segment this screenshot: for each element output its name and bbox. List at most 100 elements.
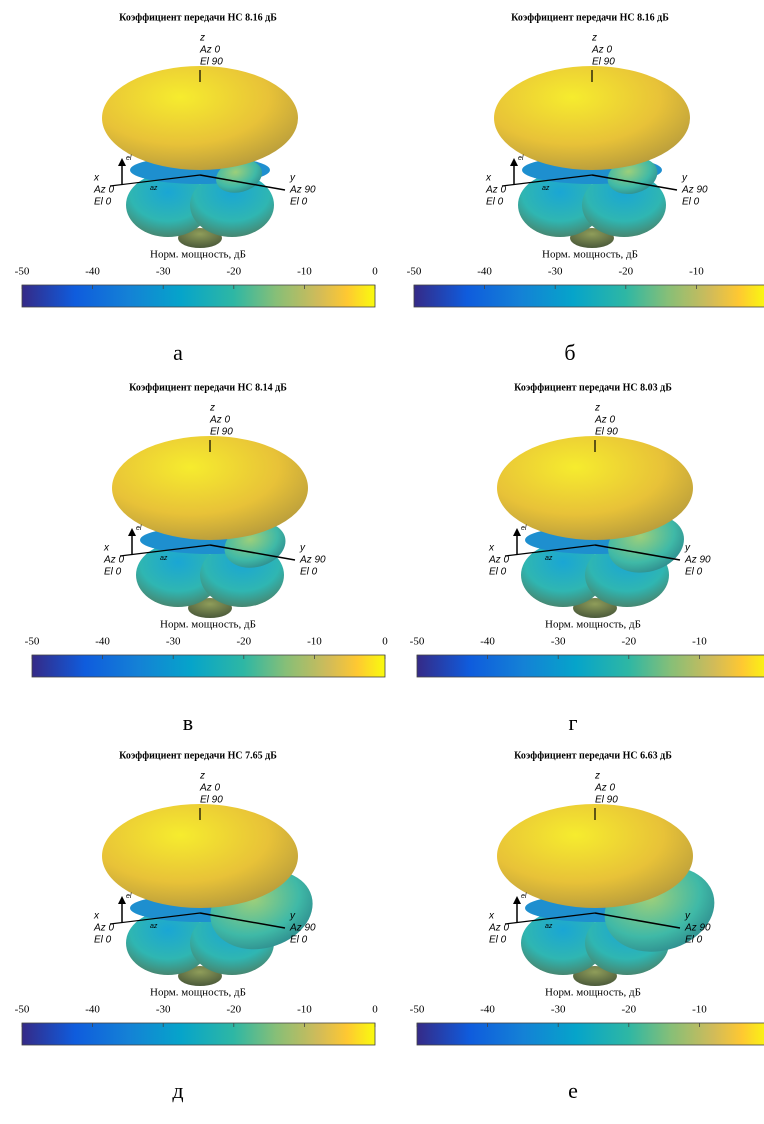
- x-axis: [501, 174, 593, 187]
- colorbar-tick-label: -10: [297, 266, 312, 278]
- colorbar-tick-label: -30: [156, 1004, 171, 1016]
- x-axis-label: x: [488, 543, 495, 554]
- pattern-base: [188, 598, 232, 618]
- z-axis-label: z: [594, 771, 600, 782]
- x-axis-label: x: [93, 173, 100, 184]
- y-axis-label: El 0: [290, 197, 308, 208]
- pattern-main-lobe: [102, 804, 298, 908]
- axis-mark: el: [126, 893, 132, 900]
- colorbar-tick-label: -20: [621, 636, 636, 648]
- el-arrow-head: [510, 158, 518, 166]
- panel-caption: в: [183, 710, 193, 735]
- z-axis-label: Az 0: [594, 783, 615, 794]
- y-axis-label: y: [299, 543, 306, 554]
- pattern-lower-lobe: [518, 173, 602, 237]
- colorbar-tick-label: -40: [480, 636, 495, 648]
- z-axis-label: z: [594, 403, 600, 414]
- y-axis-label: y: [289, 173, 296, 184]
- colorbar-label: Норм. мощность, дБ: [150, 249, 246, 261]
- panel-title: Коэффициент передачи НС 8.16 дБ: [511, 12, 669, 23]
- y-axis: [199, 912, 286, 929]
- axis-mark: el: [518, 155, 524, 162]
- x-axis-label: El 0: [104, 567, 122, 578]
- colorbar-tick-label: -20: [621, 1004, 636, 1016]
- x-axis: [109, 174, 201, 187]
- colorbar-tick-label: 0: [372, 266, 378, 278]
- axis-mark: az: [545, 923, 553, 930]
- colorbar-tick-label: -40: [85, 266, 100, 278]
- x-axis: [504, 544, 596, 557]
- pattern-lower-lobe: [126, 911, 210, 975]
- colorbar: [416, 654, 764, 678]
- colorbar-tick-label: -10: [692, 1004, 707, 1016]
- colorbar-tick-label: -10: [297, 1004, 312, 1016]
- colorbar-label: Норм. мощность, дБ: [545, 619, 641, 631]
- colorbar-tick-label: -40: [480, 1004, 495, 1016]
- pattern-main-lobe: [494, 66, 690, 170]
- x-axis-label: El 0: [489, 567, 507, 578]
- z-axis-label: El 90: [595, 795, 618, 806]
- y-axis-label: Az 90: [681, 185, 708, 196]
- axis-mark: az: [150, 185, 158, 192]
- axis-mark: az: [545, 555, 553, 562]
- panel-title: Коэффициент передачи НС 8.03 дБ: [514, 382, 672, 393]
- colorbar-tick-label: -20: [226, 1004, 241, 1016]
- pattern-lower-lobe: [190, 173, 274, 237]
- y-axis-label: Az 90: [684, 923, 711, 934]
- panel-caption: г: [568, 710, 577, 735]
- pattern-main-lobe: [497, 804, 693, 908]
- y-axis: [199, 174, 286, 191]
- x-axis-label: Az 0: [485, 185, 506, 196]
- x-axis-label: Az 0: [488, 923, 509, 934]
- pattern-lower-lobe: [521, 543, 605, 607]
- y-axis-label: El 0: [685, 935, 703, 946]
- y-axis-label: El 0: [682, 197, 700, 208]
- y-axis-label: Az 90: [684, 555, 711, 566]
- pattern-base: [573, 966, 617, 986]
- el-arrow-head: [513, 896, 521, 904]
- y-axis-label: El 0: [300, 567, 318, 578]
- colorbar-tick-label: 0: [382, 636, 388, 648]
- axis-mark: az: [160, 555, 168, 562]
- y-axis: [594, 912, 681, 929]
- y-axis: [591, 174, 678, 191]
- z-axis-label: El 90: [210, 427, 233, 438]
- z-axis-label: Az 0: [591, 45, 612, 56]
- el-arrow-head: [118, 158, 126, 166]
- colorbar-tick-label: -30: [551, 636, 566, 648]
- axis-mark: el: [136, 525, 142, 532]
- pattern-main-lobe: [497, 436, 693, 540]
- colorbar-tick-label: -50: [15, 1004, 30, 1016]
- pattern-lower-lobe: [521, 911, 605, 975]
- colorbar-tick-label: -20: [236, 636, 251, 648]
- panel-title: Коэффициент передачи НС 6.63 дБ: [514, 750, 672, 761]
- colorbar-tick-label: -10: [689, 266, 704, 278]
- axis-mark: el: [521, 893, 527, 900]
- x-axis-label: El 0: [489, 935, 507, 946]
- y-axis-label: Az 90: [289, 923, 316, 934]
- y-axis-label: y: [289, 911, 296, 922]
- z-axis-label: El 90: [200, 57, 223, 68]
- colorbar-tick-label: -30: [548, 266, 563, 278]
- pattern-main-lobe: [102, 66, 298, 170]
- y-axis-label: Az 90: [289, 185, 316, 196]
- z-axis-label: Az 0: [209, 415, 230, 426]
- colorbar-tick-label: -50: [15, 266, 30, 278]
- colorbar-tick-label: -40: [477, 266, 492, 278]
- y-axis-label: y: [684, 911, 691, 922]
- z-axis-label: z: [199, 33, 205, 44]
- axis-mark: az: [542, 185, 550, 192]
- colorbar: [31, 654, 386, 678]
- x-axis-label: x: [488, 911, 495, 922]
- y-axis-label: Az 90: [299, 555, 326, 566]
- pattern-base: [178, 228, 222, 248]
- panel-caption: д: [172, 1078, 183, 1103]
- x-axis: [504, 912, 596, 925]
- y-axis: [594, 544, 681, 561]
- y-axis-label: El 0: [290, 935, 308, 946]
